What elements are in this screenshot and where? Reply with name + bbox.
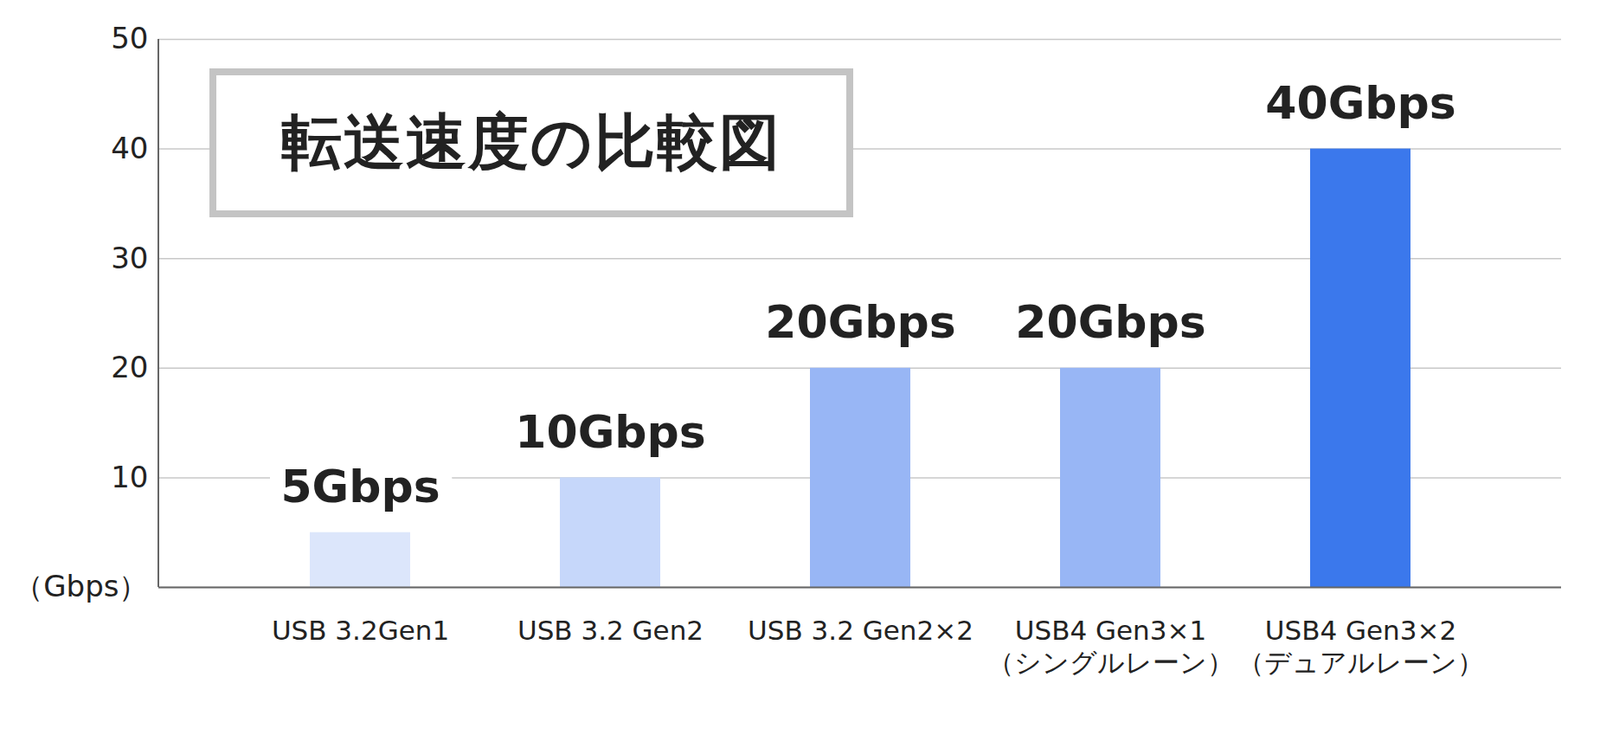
html-text:転送速度の比較図: 転送速度の比較図 — [281, 106, 782, 178]
svg-text:（Gbps）: （Gbps） — [13, 568, 148, 604]
svg-text:USB4 Gen3×2（デュアルレーン）: USB4 Gen3×2（デュアルレーン） — [1237, 614, 1485, 678]
svg-text:20Gbps: 20Gbps — [764, 295, 956, 348]
svg-text:USB 3.2 Gen2×2: USB 3.2 Gen2×2 — [747, 614, 974, 646]
svg-text:20: 20 — [110, 349, 148, 385]
svg-text:30: 30 — [110, 240, 148, 276]
svg-text:USB 3.2 Gen2: USB 3.2 Gen2 — [517, 614, 704, 646]
svg-text:40Gbps: 40Gbps — [1265, 77, 1456, 129]
svg-text:10: 10 — [110, 459, 148, 495]
svg-text:50: 50 — [110, 20, 148, 56]
svg-text:40: 40 — [110, 130, 148, 166]
svg-text:5Gbps: 5Gbps — [280, 460, 440, 513]
svg-text:USB 3.2Gen1: USB 3.2Gen1 — [271, 614, 450, 646]
svg-text:10Gbps: 10Gbps — [514, 405, 706, 458]
svg-text:USB4 Gen3×1（シングルレーン）: USB4 Gen3×1（シングルレーン） — [987, 614, 1234, 678]
svg-text:20Gbps: 20Gbps — [1015, 295, 1206, 348]
